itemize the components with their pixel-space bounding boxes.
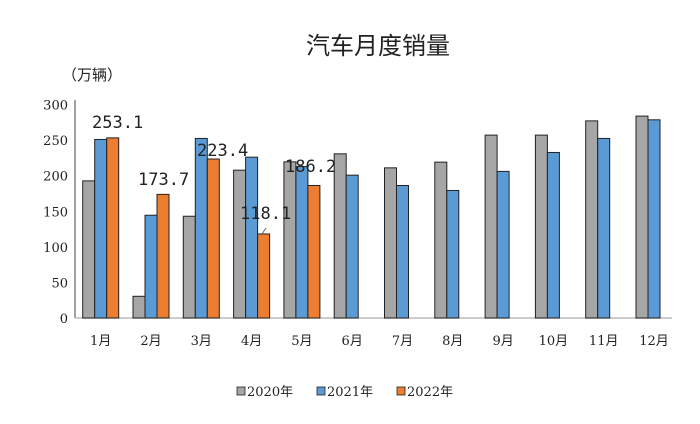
data-label: 118.1: [240, 204, 291, 224]
x-tick-label: 1月: [90, 334, 111, 349]
bar-2021年-6月: [345, 174, 359, 319]
bar-2020年-1月: [82, 180, 96, 319]
bar-2021年-3月: [194, 137, 208, 319]
bar-2020年-11月: [585, 120, 599, 319]
y-tick-label: 0: [60, 312, 68, 327]
x-tick-label: 8月: [442, 334, 463, 349]
bar-2020年-7月: [384, 167, 397, 319]
legend-label: 2021年: [327, 385, 373, 400]
y-tick-label: 100: [43, 241, 68, 256]
x-tick-label: 12月: [639, 334, 669, 349]
bar-2021年-11月: [597, 137, 611, 319]
leader-line: [261, 227, 267, 235]
bar-2021年-4月: [245, 156, 259, 319]
y-tick-label: 200: [43, 170, 68, 185]
bar-2021年-1月: [94, 138, 108, 319]
bar-2021年-7月: [396, 184, 409, 319]
x-tick-label: 3月: [191, 334, 212, 349]
bar-2020年-8月: [434, 161, 448, 319]
chart-title: 汽车月度销量: [306, 32, 450, 60]
legend-swatch: [236, 386, 246, 396]
legend-label: 2020年: [247, 385, 293, 400]
bar-2022年-4月: [257, 233, 271, 319]
bar-2022年-3月: [206, 158, 220, 319]
bar-2020年-2月: [132, 295, 146, 319]
x-tick-label: 4月: [241, 334, 262, 349]
bar-2020年-6月: [333, 153, 347, 319]
bar-2020年-10月: [534, 134, 548, 319]
bar-2022年-5月: [307, 184, 321, 319]
bar-2021年-8月: [446, 189, 460, 319]
x-tick-label: 6月: [342, 334, 363, 349]
bar-2020年-9月: [484, 134, 498, 319]
legend-swatch: [316, 386, 326, 396]
bar-2021年-10月: [546, 151, 560, 319]
data-label: 173.7: [138, 170, 189, 190]
bar-2022年-2月: [156, 193, 170, 319]
bar-2021年-2月: [144, 214, 158, 319]
legend-label: 2022年: [407, 385, 453, 400]
x-tick-label: 9月: [492, 334, 513, 349]
x-tick-label: 7月: [392, 334, 413, 349]
y-axis-unit-label: （万辆）: [62, 66, 122, 84]
data-label: 186.2: [285, 157, 336, 177]
bar-2020年-12月: [635, 115, 649, 319]
data-label: 253.1: [92, 113, 143, 133]
bar-2022年-1月: [106, 137, 120, 319]
bar-2021年-9月: [496, 170, 510, 319]
y-tick-label: 50: [51, 276, 68, 291]
x-tick-label: 5月: [291, 334, 312, 349]
bar-2020年-5月: [283, 161, 297, 319]
bar-2020年-4月: [233, 169, 247, 319]
data-label: 223.4: [197, 141, 248, 161]
x-tick-label: 11月: [589, 334, 619, 349]
x-tick-label: 2月: [140, 334, 161, 349]
bar-2021年-12月: [647, 119, 661, 319]
legend-swatch: [396, 386, 406, 396]
y-tick-label: 250: [43, 134, 68, 149]
y-tick-label: 150: [43, 205, 68, 220]
y-tick-label: 300: [43, 99, 68, 114]
x-tick-label: 10月: [539, 334, 569, 349]
bar-2020年-3月: [182, 215, 196, 319]
bar-2021年-5月: [295, 166, 309, 319]
